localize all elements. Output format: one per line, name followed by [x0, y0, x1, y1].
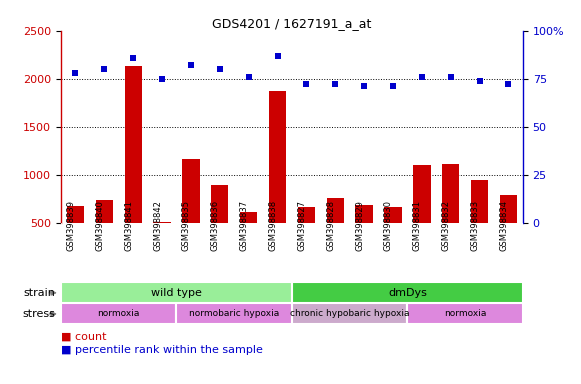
Text: GSM398830: GSM398830 [384, 200, 393, 251]
Bar [385, 207, 401, 271]
Point [504, 81, 513, 88]
Bar [211, 185, 228, 271]
Text: ■ count: ■ count [61, 332, 106, 342]
Bar [61, 303, 177, 324]
Title: GDS4201 / 1627191_a_at: GDS4201 / 1627191_a_at [212, 17, 372, 30]
Point [71, 70, 80, 76]
Bar [269, 91, 286, 271]
Text: dmDys: dmDys [388, 288, 427, 298]
Text: normoxia: normoxia [444, 310, 486, 318]
Text: GSM398832: GSM398832 [442, 200, 451, 251]
Text: GSM398839: GSM398839 [66, 200, 76, 251]
Text: GSM398838: GSM398838 [268, 200, 278, 251]
Point [302, 81, 311, 88]
Point [215, 66, 224, 72]
Text: normobaric hypoxia: normobaric hypoxia [189, 310, 279, 318]
Text: ■ percentile rank within the sample: ■ percentile rank within the sample [61, 345, 263, 355]
Text: GSM398840: GSM398840 [95, 200, 105, 250]
Text: chronic hypobaric hypoxia: chronic hypobaric hypoxia [290, 310, 410, 318]
Text: GSM398834: GSM398834 [500, 200, 508, 251]
Point [244, 74, 253, 80]
Point [128, 55, 138, 61]
Text: wild type: wild type [151, 288, 202, 298]
Text: GSM398837: GSM398837 [239, 200, 249, 251]
Bar [61, 282, 292, 303]
Text: normoxia: normoxia [98, 310, 140, 318]
Bar [177, 303, 292, 324]
Text: GSM398831: GSM398831 [413, 200, 422, 251]
Bar [182, 159, 200, 271]
Bar [124, 66, 142, 271]
Bar [292, 303, 407, 324]
Bar [442, 164, 460, 271]
Text: strain: strain [23, 288, 55, 298]
Bar [67, 207, 84, 271]
Text: stress: stress [22, 309, 55, 319]
Bar [471, 180, 488, 271]
Point [100, 66, 109, 72]
Point [331, 81, 340, 88]
Point [187, 62, 196, 68]
Bar [413, 165, 431, 271]
Text: GSM398833: GSM398833 [471, 200, 479, 251]
Bar [297, 207, 315, 271]
Point [273, 53, 282, 59]
Point [475, 78, 484, 84]
Bar [96, 200, 113, 271]
Bar [407, 303, 523, 324]
Text: GSM398827: GSM398827 [297, 200, 306, 251]
Text: GSM398836: GSM398836 [211, 200, 220, 251]
Bar [292, 282, 523, 303]
Point [388, 83, 397, 89]
Point [446, 74, 456, 80]
Text: GSM398828: GSM398828 [327, 200, 335, 251]
Bar [153, 222, 171, 271]
Text: GSM398842: GSM398842 [153, 200, 162, 250]
Bar [356, 205, 373, 271]
Bar [327, 198, 344, 271]
Text: GSM398841: GSM398841 [124, 200, 133, 250]
Bar [500, 195, 517, 271]
Point [360, 83, 369, 89]
Bar [240, 212, 257, 271]
Text: GSM398835: GSM398835 [182, 200, 191, 251]
Point [157, 76, 167, 82]
Point [417, 74, 426, 80]
Text: GSM398829: GSM398829 [355, 200, 364, 250]
